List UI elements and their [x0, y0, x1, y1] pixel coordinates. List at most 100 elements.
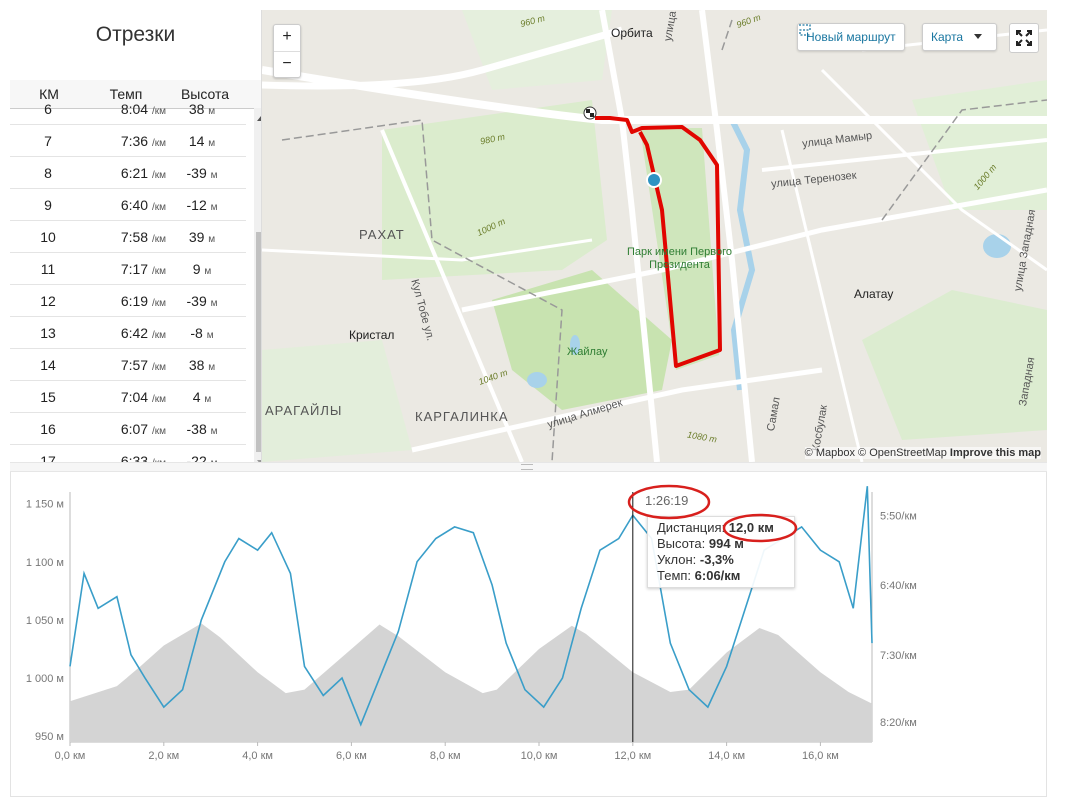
split-km: 17: [40, 452, 56, 463]
split-elevation: 14 м: [188, 132, 216, 149]
y-right-tick-label: 5:50/км: [880, 510, 917, 522]
split-elevation: 38 м: [188, 100, 216, 117]
split-km: 11: [40, 260, 56, 277]
split-elevation: -39 м: [186, 164, 218, 181]
x-tick-label: 10,0 км: [521, 750, 558, 762]
split-km: 7: [44, 132, 52, 149]
x-tick-label: 12,0 км: [614, 750, 651, 762]
x-tick-label: 6,0 км: [336, 750, 367, 762]
scroll-down-icon[interactable]: [257, 460, 261, 462]
split-pace: 6:07 /км: [120, 420, 166, 437]
map-label-kristal: Кристал: [349, 328, 395, 342]
header-elevation[interactable]: Высота: [180, 86, 230, 102]
split-row[interactable]: 6 8:04 /км 38 м: [10, 93, 246, 125]
elevation-pace-chart[interactable]: 0,0 км 2,0 км 4,0 км 6,0 км 8,0 км 10,0 км 12,…: [0, 472, 1067, 797]
split-pace: 6:21 /км: [120, 164, 166, 181]
osm-link[interactable]: © OpenStreetMap: [858, 447, 947, 459]
split-row[interactable]: 14 7:57 /км 38 м: [10, 349, 246, 381]
split-elevation: -22 м: [186, 452, 218, 463]
y-left-tick-label: 950 м: [35, 731, 64, 743]
map-label-kargalinka: КАРГАЛИНКА: [415, 409, 509, 424]
y-right-tick-label: 6:40/км: [880, 580, 917, 592]
mapbox-link[interactable]: © Mapbox: [804, 447, 855, 459]
route-icon: [799, 24, 811, 36]
split-pace: 6:33 /км: [120, 452, 166, 463]
elevation-area: [70, 623, 872, 742]
split-elevation: 39 м: [188, 228, 216, 245]
split-row[interactable]: 11 7:17 /км 9 м: [10, 253, 246, 285]
split-row[interactable]: 15 7:04 /км 4 м: [10, 381, 246, 413]
x-tick-label: 2,0 км: [148, 750, 179, 762]
splits-list: 6 8:04 /км 38 м 7 7:36 /км 14 м 8 6:21 /км -39 м…: [10, 93, 246, 462]
split-pace: 8:04 /км: [120, 100, 166, 117]
split-pace: 6:42 /км: [120, 324, 166, 341]
header-km[interactable]: КМ: [39, 86, 59, 102]
split-km: 15: [40, 388, 56, 405]
zoom-out-button[interactable]: −: [282, 55, 292, 72]
map-type-label: Карта: [931, 30, 964, 44]
tooltip-grade-label: Уклон:: [657, 552, 697, 567]
split-row[interactable]: 12 6:19 /км -39 м: [10, 285, 246, 317]
split-pace: 7:04 /км: [120, 388, 166, 405]
split-row[interactable]: 13 6:42 /км -8 м: [10, 317, 246, 349]
y-left-tick-label: 1 100 м: [26, 557, 64, 569]
splits-header: КМ Темп Высота: [10, 80, 261, 109]
new-route-label: Новый маршрут: [806, 30, 896, 44]
scrollbar-thumb[interactable]: [256, 232, 261, 452]
map-type-select[interactable]: Карта: [922, 23, 998, 51]
split-elevation: 38 м: [188, 356, 216, 373]
resize-divider[interactable]: [10, 462, 1047, 472]
improve-map-link[interactable]: Improve this map: [949, 447, 1041, 459]
split-km: 9: [44, 196, 52, 213]
split-km: 16: [40, 420, 56, 437]
map-label-orbita: Орбита: [611, 26, 653, 40]
split-km: 13: [40, 324, 56, 341]
y-left-tick-label: 1 150 м: [26, 499, 64, 511]
x-tick-label: 0,0 км: [55, 750, 86, 762]
scroll-up-icon[interactable]: [257, 116, 261, 121]
split-pace: 6:40 /км: [120, 196, 166, 213]
distance-annotation: [722, 513, 798, 543]
split-row[interactable]: 10 7:58 /км 39 м: [10, 221, 246, 253]
tooltip-distance-value: 12,0 км: [728, 520, 774, 535]
x-tick-label: 16,0 км: [802, 750, 839, 762]
zoom-control: + −: [273, 24, 301, 78]
split-elevation: -12 м: [186, 196, 218, 213]
y-left-tick-label: 1 050 м: [26, 615, 64, 627]
fullscreen-icon: [1016, 30, 1032, 46]
tooltip-elevation-label: Высота:: [657, 536, 706, 551]
map-label-rakhat: РАХАТ: [359, 227, 405, 242]
map-label-alatau: Алатау: [854, 287, 894, 301]
route-map[interactable]: Орбита улица Навои РАХАТ Кристал Кул Тоб…: [262, 10, 1047, 462]
split-row[interactable]: 9 6:40 /км -12 м: [10, 189, 246, 221]
map-attribution: © Mapbox © OpenStreetMap Improve this ma…: [804, 447, 1041, 459]
split-elevation: -38 м: [186, 420, 218, 437]
split-pace: 6:19 /км: [120, 292, 166, 309]
tooltip-pace-value: 6:06/км: [694, 568, 741, 583]
split-row[interactable]: 7 7:36 /км 14 м: [10, 125, 246, 157]
splits-panel: Отрезки КМ Темп Высота 6 8:04 /км 38 м 7 7:3…: [10, 10, 262, 462]
map-label-park: Парк имени Первого Президента: [627, 246, 732, 271]
map-canvas[interactable]: [262, 10, 1047, 462]
chart-tooltip: Дистанция: 12,0 км Высота: 994 м Уклон: …: [647, 516, 795, 588]
split-km: 6: [44, 100, 52, 117]
split-row[interactable]: 8 6:21 /км -39 м: [10, 157, 246, 189]
finish-flag-icon: [583, 106, 597, 120]
split-elevation: 9 м: [192, 260, 212, 277]
position-marker: [646, 172, 662, 188]
split-row[interactable]: 16 6:07 /км -38 м: [10, 413, 246, 445]
split-row[interactable]: 17 6:33 /км -22 м: [10, 445, 246, 463]
split-elevation: -39 м: [186, 292, 218, 309]
fullscreen-button[interactable]: [1009, 23, 1039, 53]
tooltip-elevation-value: 994 м: [708, 536, 744, 551]
split-km: 12: [40, 292, 56, 309]
resize-grip-icon[interactable]: [521, 464, 533, 470]
split-km: 8: [44, 164, 52, 181]
split-elevation: -8 м: [190, 324, 214, 341]
header-pace[interactable]: Темп: [109, 86, 143, 102]
split-pace: 7:58 /км: [120, 228, 166, 245]
new-route-button[interactable]: Новый маршрут: [797, 23, 905, 51]
splits-title: Отрезки: [10, 10, 261, 72]
zoom-in-button[interactable]: +: [274, 25, 300, 52]
